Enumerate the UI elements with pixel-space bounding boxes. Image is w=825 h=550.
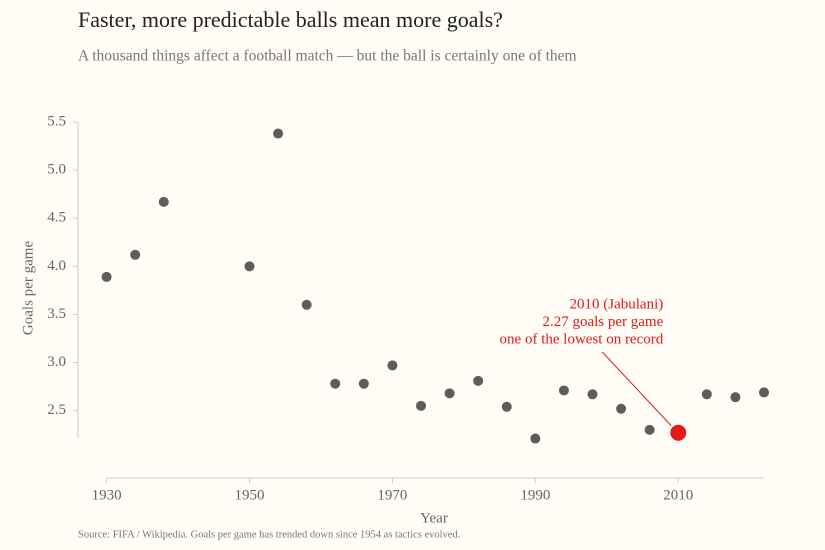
point [273, 128, 284, 139]
point [501, 401, 512, 412]
x-tick-label: 2010 [663, 487, 693, 503]
y-tick-label: 3.5 [47, 306, 66, 322]
y-tick-label: 5.0 [47, 162, 66, 178]
point [130, 249, 141, 260]
point [444, 388, 455, 399]
x-tick-label: 1970 [377, 487, 407, 503]
point [387, 360, 398, 371]
point [587, 389, 598, 400]
point [158, 196, 169, 207]
y-tick-label: 4.0 [47, 258, 66, 274]
annotation: 2.27 goals per game [542, 314, 663, 330]
source-note: Source: FIFA / Wikipedia. Goals per game… [78, 529, 460, 540]
chart-subtitle: A thousand things affect a football matc… [78, 48, 577, 65]
point [473, 375, 484, 386]
annotation: 2010 (Jabulani) [570, 296, 664, 312]
point [730, 392, 741, 403]
y-tick-label: 2.5 [47, 402, 66, 418]
point [644, 424, 655, 435]
x-axis-label: Year [420, 510, 448, 526]
y-tick-label: 3.0 [47, 354, 66, 370]
y-tick-label: 5.5 [47, 113, 66, 129]
highlight-point [670, 424, 687, 441]
point [244, 261, 255, 272]
point [301, 299, 312, 310]
annotation: one of the lowest on record [500, 331, 664, 347]
chart-title: Faster, more predictable balls mean more… [78, 7, 503, 32]
point [558, 385, 569, 396]
point [759, 387, 769, 398]
x-tick-label: 1990 [520, 487, 550, 503]
point [101, 271, 112, 282]
x-tick-label: 1930 [92, 487, 122, 503]
annotation-line [601, 351, 672, 427]
point [530, 433, 541, 444]
x-tick-label: 1950 [235, 487, 265, 503]
y-tick-label: 4.5 [47, 210, 66, 226]
point [330, 378, 341, 389]
point [616, 403, 627, 414]
y-axis-label: Goals per game [20, 241, 36, 335]
point [416, 400, 426, 411]
point [701, 389, 712, 400]
point [358, 378, 369, 389]
